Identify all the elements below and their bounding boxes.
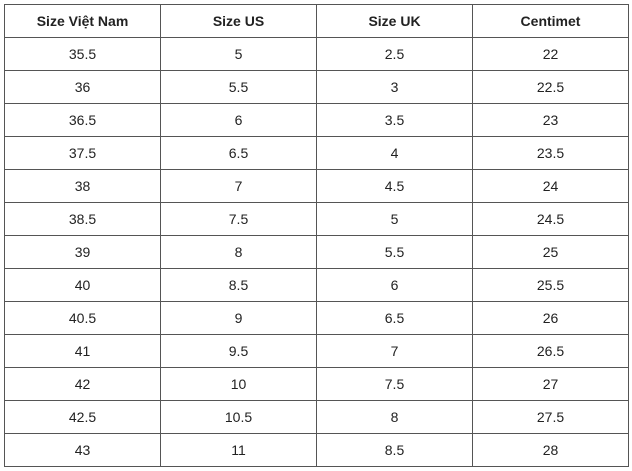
table-cell: 6.5 (160, 136, 317, 170)
table-row: 40.5 9 6.5 26 (4, 301, 629, 335)
table-cell: 37.5 (4, 136, 161, 170)
table-cell: 7.5 (316, 367, 473, 401)
table-row: 43 11 8.5 28 (4, 433, 629, 467)
table-cell: 26 (472, 301, 629, 335)
table-cell: 40 (4, 268, 161, 302)
table-cell: 5 (316, 202, 473, 236)
table-body: 35.5 5 2.5 22 36 5.5 3 22.5 36.5 6 3.5 23 37.5 6.5 4 23… (4, 37, 629, 467)
table-cell: 22.5 (472, 70, 629, 104)
table-cell: 26.5 (472, 334, 629, 368)
table-cell: 27.5 (472, 400, 629, 434)
table-row: 38.5 7.5 5 24.5 (4, 202, 629, 236)
table-cell: 2.5 (316, 37, 473, 71)
table-cell: 24 (472, 169, 629, 203)
table-cell: 3 (316, 70, 473, 104)
table-row: 36 5.5 3 22.5 (4, 70, 629, 104)
table-cell: 38.5 (4, 202, 161, 236)
table-cell: 40.5 (4, 301, 161, 335)
table-cell: 27 (472, 367, 629, 401)
table-row: 35.5 5 2.5 22 (4, 37, 629, 71)
header-cell: Size Việt Nam (4, 4, 161, 38)
table-row: 39 8 5.5 25 (4, 235, 629, 269)
table-cell: 11 (160, 433, 317, 467)
table-cell: 38 (4, 169, 161, 203)
table-row: 42 10 7.5 27 (4, 367, 629, 401)
header-cell: Size UK (316, 4, 473, 38)
table-cell: 5.5 (316, 235, 473, 269)
size-table: Size Việt Nam Size US Size UK Centimet 35.5… (4, 4, 629, 467)
table-cell: 4.5 (316, 169, 473, 203)
table-cell: 25.5 (472, 268, 629, 302)
table-cell: 24.5 (472, 202, 629, 236)
table-cell: 23 (472, 103, 629, 137)
table-cell: 6 (160, 103, 317, 137)
table-cell: 8.5 (316, 433, 473, 467)
table-cell: 9 (160, 301, 317, 335)
table-cell: 5.5 (160, 70, 317, 104)
table-cell: 39 (4, 235, 161, 269)
table-row: 41 9.5 7 26.5 (4, 334, 629, 368)
table-cell: 36 (4, 70, 161, 104)
table-cell: 35.5 (4, 37, 161, 71)
table-cell: 28 (472, 433, 629, 467)
table-cell: 10.5 (160, 400, 317, 434)
table-cell: 6.5 (316, 301, 473, 335)
table-row: 36.5 6 3.5 23 (4, 103, 629, 137)
table-cell: 7 (160, 169, 317, 203)
table-cell: 4 (316, 136, 473, 170)
table-cell: 43 (4, 433, 161, 467)
header-row: Size Việt Nam Size US Size UK Centimet (4, 4, 629, 38)
table-cell: 22 (472, 37, 629, 71)
table-cell: 25 (472, 235, 629, 269)
table-cell: 8 (316, 400, 473, 434)
table-cell: 41 (4, 334, 161, 368)
header-cell: Centimet (472, 4, 629, 38)
table-cell: 42 (4, 367, 161, 401)
table-cell: 7 (316, 334, 473, 368)
table-row: 42.5 10.5 8 27.5 (4, 400, 629, 434)
table-cell: 7.5 (160, 202, 317, 236)
table-cell: 10 (160, 367, 317, 401)
table-row: 38 7 4.5 24 (4, 169, 629, 203)
table-cell: 3.5 (316, 103, 473, 137)
table-cell: 6 (316, 268, 473, 302)
table-cell: 42.5 (4, 400, 161, 434)
table-cell: 23.5 (472, 136, 629, 170)
table-cell: 8.5 (160, 268, 317, 302)
table-cell: 8 (160, 235, 317, 269)
table-cell: 9.5 (160, 334, 317, 368)
header-cell: Size US (160, 4, 317, 38)
table-cell: 5 (160, 37, 317, 71)
table-row: 37.5 6.5 4 23.5 (4, 136, 629, 170)
table-row: 40 8.5 6 25.5 (4, 268, 629, 302)
table-cell: 36.5 (4, 103, 161, 137)
